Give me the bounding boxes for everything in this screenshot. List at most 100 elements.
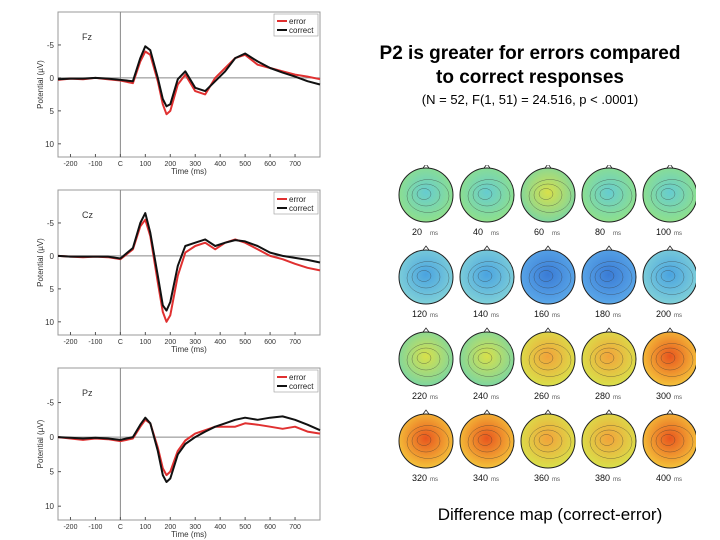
topomap-unit: ms	[430, 231, 438, 237]
x-tick-label: C	[118, 339, 123, 346]
y-tick-label: 5	[50, 285, 55, 294]
topomap-contour	[589, 261, 633, 295]
topomap-contour	[467, 425, 511, 459]
y-axis-label: Potential (µV)	[36, 419, 45, 468]
topomap-contour	[650, 425, 694, 459]
topomap-contour	[472, 429, 502, 453]
topomap-nose	[422, 165, 430, 169]
y-tick-label: 10	[45, 140, 54, 149]
topomap-contour	[589, 179, 633, 213]
topomap-label: 160	[534, 309, 549, 319]
topomap-label: 340	[473, 473, 488, 483]
topomap-contour	[594, 265, 624, 289]
topomap-contour	[533, 429, 563, 453]
topomap-contour	[538, 188, 554, 200]
topomap-nose	[605, 165, 613, 169]
topomap-contour	[416, 434, 432, 446]
x-tick-label: 100	[139, 339, 151, 346]
topomap-unit: ms	[613, 231, 621, 237]
erp-chart-pz: -5 0 5 10 -200 -100 C 100 200 300 400 500 600 700 Time…	[36, 367, 321, 539]
topomap-160ms: 160 ms	[520, 245, 576, 319]
x-tick-label: 500	[239, 339, 251, 346]
topomap-contour	[655, 347, 685, 371]
topomap-contour	[599, 434, 615, 446]
x-tick-label: 300	[189, 339, 201, 346]
topomap-label: 220	[412, 391, 427, 401]
topomap-contour	[533, 265, 563, 289]
topomap-100ms: 100 ms	[642, 165, 696, 237]
topomap-label: 380	[595, 473, 610, 483]
y-tick-label: 10	[45, 318, 54, 327]
x-tick-label: -200	[63, 339, 77, 346]
topomap-contour	[477, 270, 493, 282]
topomap-unit: ms	[613, 477, 621, 483]
topomap-unit: ms	[552, 477, 560, 483]
topomap-contour	[406, 343, 450, 377]
topomap-contour	[467, 179, 511, 213]
topomap-unit: ms	[552, 313, 560, 319]
legend-label-correct: correct	[289, 26, 314, 35]
topomap-contour	[594, 429, 624, 453]
topomap-unit: ms	[430, 313, 438, 319]
x-tick-label: 600	[264, 161, 276, 168]
topomap-unit: ms	[552, 395, 560, 401]
topomap-nose	[422, 409, 430, 415]
topomap-label: 240	[473, 391, 488, 401]
topomap-head	[520, 249, 576, 305]
x-tick-label: 500	[239, 524, 251, 531]
topomap-240ms: 240 ms	[459, 327, 515, 401]
topomap-contour	[589, 343, 633, 377]
y-tick-label: 0	[50, 433, 55, 442]
topomap-nose	[483, 245, 491, 251]
y-tick-label: 0	[50, 252, 55, 261]
topomap-contour	[650, 179, 694, 213]
topomap-unit: ms	[613, 313, 621, 319]
topomap-80ms: 80 ms	[581, 165, 637, 237]
topomap-contour	[416, 352, 432, 364]
topomap-unit: ms	[430, 477, 438, 483]
topomap-contour	[533, 183, 563, 207]
topomap-contour	[538, 434, 554, 446]
topomap-head	[459, 413, 515, 469]
topomap-contour	[589, 425, 633, 459]
topomap-head	[520, 167, 576, 223]
topomap-head	[581, 413, 637, 469]
topomap-head	[398, 413, 454, 469]
x-tick-label: -100	[88, 161, 102, 168]
x-axis-label: Time (ms)	[171, 530, 207, 539]
topomap-head	[520, 331, 576, 387]
topomap-contour	[599, 270, 615, 282]
topomap-unit: ms	[491, 477, 499, 483]
topomap-contour	[406, 179, 450, 213]
topomap-unit: ms	[491, 395, 499, 401]
topomap-contour	[650, 261, 694, 295]
stats-text: (N = 52, F(1, 51) = 24.516, p < .0001)	[421, 92, 639, 107]
topomap-label: 280	[595, 391, 610, 401]
erp-chart-fz: -5 0 5 10 -200 -100 C 100 200 300 400 500 600 700 Time…	[36, 11, 321, 176]
x-tick-label: 200	[164, 524, 176, 531]
topomap-label: 320	[412, 473, 427, 483]
x-tick-label: -100	[88, 339, 102, 346]
topomap-260ms: 260 ms	[520, 327, 576, 401]
topomap-head	[642, 413, 696, 469]
topomap-contour	[528, 343, 572, 377]
x-tick-label: 700	[289, 339, 301, 346]
topomap-contour	[538, 270, 554, 282]
topomap-300ms: 300 ms	[642, 327, 696, 401]
y-tick-label: -5	[47, 41, 55, 50]
topomap-contour	[416, 270, 432, 282]
topomap-unit: ms	[491, 313, 499, 319]
x-tick-label: 400	[214, 161, 226, 168]
topomap-label: 40	[473, 227, 483, 237]
topomap-label: 200	[656, 309, 671, 319]
topomap-nose	[544, 327, 552, 333]
topomap-label: 300	[656, 391, 671, 401]
y-axis-label: Potential (µV)	[36, 238, 45, 287]
x-tick-label: -100	[88, 524, 102, 531]
topomap-head	[642, 249, 696, 305]
slide-title: P2 is greater for errors compared to cor…	[340, 42, 720, 90]
title-line-1: P2 is greater for errors compared	[379, 43, 681, 64]
topomap-unit: ms	[674, 313, 682, 319]
